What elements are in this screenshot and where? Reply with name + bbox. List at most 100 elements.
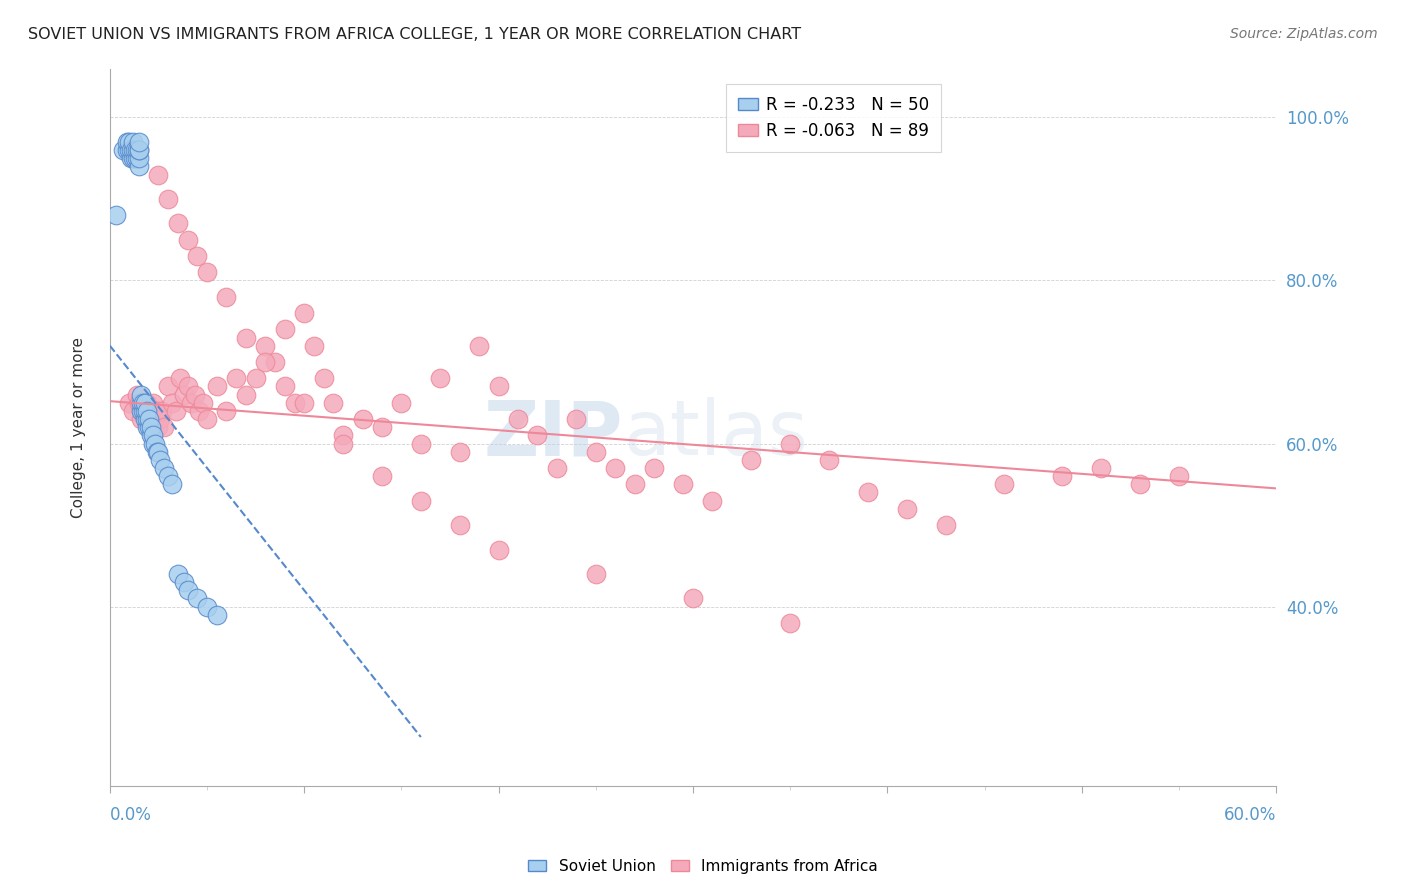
Point (235, 330, 257, 344)
Point (135, 396, 157, 410)
Point (409, 493, 432, 508)
Point (160, 396, 183, 410)
Point (176, 379, 198, 393)
Point (195, 265, 218, 279)
Point (173, 387, 195, 401)
Point (104, 208, 127, 222)
Point (139, 428, 162, 442)
Point (139, 420, 162, 434)
Point (148, 168, 170, 182)
Point (740, 453, 762, 467)
Point (138, 412, 160, 426)
Point (129, 387, 152, 401)
Point (129, 404, 152, 418)
Point (409, 436, 432, 450)
Point (195, 412, 218, 426)
Point (449, 518, 471, 533)
Point (188, 404, 211, 418)
Point (546, 461, 568, 475)
Point (779, 615, 801, 630)
Point (135, 412, 157, 426)
Point (371, 420, 394, 434)
Point (449, 444, 471, 458)
Point (134, 412, 156, 426)
Point (186, 591, 208, 606)
Point (165, 404, 187, 418)
Point (122, 404, 145, 418)
Point (134, 404, 156, 418)
Point (186, 249, 208, 263)
Point (896, 501, 918, 516)
Point (702, 493, 724, 508)
Point (135, 404, 157, 418)
Point (124, 143, 146, 157)
Point (125, 387, 148, 401)
Text: Source: ZipAtlas.com: Source: ZipAtlas.com (1230, 27, 1378, 41)
Text: atlas: atlas (623, 398, 808, 471)
Point (169, 371, 191, 385)
Point (235, 387, 257, 401)
Point (129, 412, 152, 426)
Point (122, 143, 145, 157)
Point (254, 355, 277, 369)
Point (167, 566, 190, 581)
Point (143, 436, 166, 450)
Point (122, 151, 145, 165)
Point (245, 371, 267, 385)
Point (225, 371, 247, 385)
Point (176, 583, 198, 598)
Point (157, 379, 180, 393)
Point (138, 420, 160, 434)
Text: SOVIET UNION VS IMMIGRANTS FROM AFRICA COLLEGE, 1 YEAR OR MORE CORRELATION CHART: SOVIET UNION VS IMMIGRANTS FROM AFRICA C… (28, 27, 801, 42)
Point (506, 412, 529, 426)
Point (117, 143, 139, 157)
Point (149, 453, 172, 467)
Point (526, 428, 548, 442)
Point (125, 151, 148, 165)
Point (135, 420, 157, 434)
Point (124, 151, 146, 165)
Point (205, 607, 228, 622)
Point (128, 151, 150, 165)
Point (468, 339, 491, 353)
Point (157, 192, 180, 206)
Point (132, 396, 155, 410)
Point (145, 404, 167, 418)
Legend: Soviet Union, Immigrants from Africa: Soviet Union, Immigrants from Africa (522, 853, 884, 880)
Point (818, 453, 841, 467)
Point (148, 444, 170, 458)
Point (134, 396, 156, 410)
Point (935, 518, 957, 533)
Point (112, 143, 135, 157)
Point (312, 371, 335, 385)
Point (682, 591, 704, 606)
Point (142, 396, 165, 410)
Point (118, 396, 141, 410)
Point (149, 412, 172, 426)
Point (120, 143, 142, 157)
Point (148, 420, 170, 434)
Point (488, 542, 510, 557)
Point (488, 379, 510, 393)
Point (429, 371, 451, 385)
Point (352, 412, 374, 426)
Point (254, 339, 277, 353)
Point (125, 143, 148, 157)
Point (153, 461, 176, 475)
Point (1090, 461, 1112, 475)
Point (643, 461, 665, 475)
Point (142, 428, 165, 442)
Point (302, 339, 325, 353)
Point (623, 477, 645, 491)
Text: 0.0%: 0.0% (110, 806, 152, 824)
Text: 60.0%: 60.0% (1223, 806, 1277, 824)
Point (167, 216, 190, 230)
Point (128, 396, 150, 410)
Point (134, 404, 156, 418)
Point (150, 404, 173, 418)
Point (132, 404, 155, 418)
Point (122, 135, 145, 149)
Point (283, 396, 305, 410)
Point (138, 412, 160, 426)
Point (205, 379, 228, 393)
